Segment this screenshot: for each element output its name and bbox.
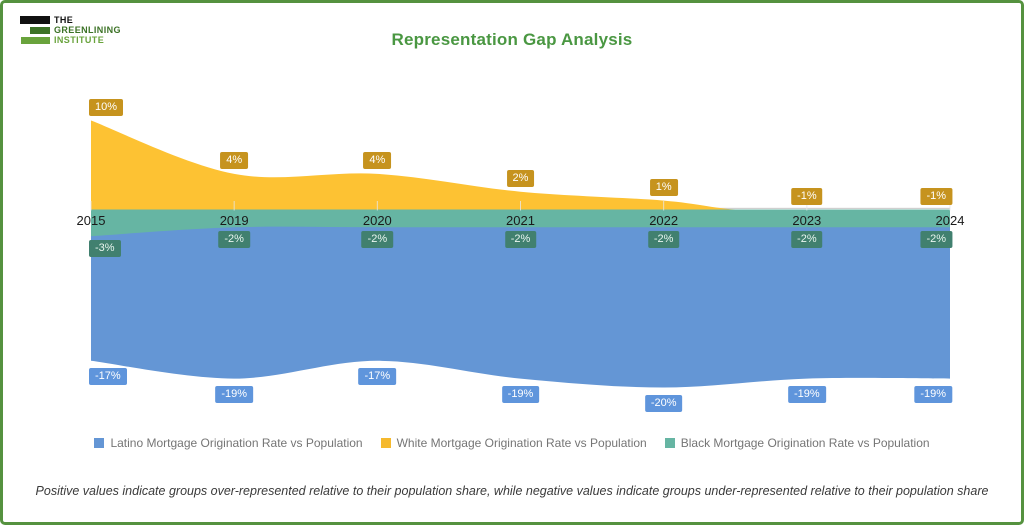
white-series-area <box>91 120 950 211</box>
logo-bar-darkgreen <box>30 26 50 34</box>
legend-swatch-icon <box>94 438 105 448</box>
black-value-label: -2% <box>920 231 952 249</box>
x-tick-label: 2024 <box>935 213 965 228</box>
white-value-label: 10% <box>89 98 124 116</box>
x-tick-label: 2022 <box>649 213 679 228</box>
logo-bar-black <box>20 16 50 24</box>
black-value-label: -2% <box>504 231 537 249</box>
black-value-label: -3% <box>89 240 121 258</box>
latino-value-label: -20% <box>644 394 683 412</box>
legend-label: Latino Mortgage Origination Rate vs Popu… <box>110 436 363 450</box>
white-value-label: 4% <box>220 151 249 169</box>
legend-label: Black Mortgage Origination Rate vs Popul… <box>680 436 930 450</box>
legend-swatch-icon <box>664 438 675 448</box>
logo-row: GREENLINING <box>20 25 121 35</box>
white-value-label: 4% <box>363 151 392 169</box>
axis-tick <box>233 201 235 211</box>
logo-bar-lightgreen <box>21 36 50 44</box>
latino-value-label: -19% <box>215 385 253 403</box>
legend-label: White Mortgage Origination Rate vs Popul… <box>396 436 647 450</box>
x-tick-label: 2021 <box>506 213 535 228</box>
legend-item: Black Mortgage Origination Rate vs Popul… <box>664 436 930 450</box>
latino-series-area <box>91 209 950 388</box>
latino-value-label: -19% <box>914 385 952 403</box>
white-value-label: -1% <box>791 187 823 205</box>
white-value-label: 1% <box>649 178 678 196</box>
latino-value-label: -19% <box>787 385 826 403</box>
greenlining-logo: THE GREENLINING INSTITUTE <box>20 16 121 46</box>
axis-tick <box>376 201 378 211</box>
latino-value-label: -17% <box>89 367 127 385</box>
logo-row: THE <box>20 15 121 25</box>
chart-canvas <box>90 120 951 388</box>
chart-area: 2015 2019 2020 2021 2022 2023 2024 10% 4% 4% 2% 1% -… <box>3 3 1021 433</box>
legend-item: White Mortgage Origination Rate vs Popul… <box>380 436 647 450</box>
chart-title: Representation Gap Analysis <box>391 30 633 49</box>
logo-text-greenlining: GREENLINING <box>54 25 121 35</box>
x-tick-label: 2019 <box>219 213 249 228</box>
white-value-label: 2% <box>506 169 535 187</box>
axis-tick <box>806 201 808 211</box>
x-tick-label: 2015 <box>76 213 106 228</box>
logo-row: INSTITUTE <box>20 35 121 45</box>
axis-tick <box>663 201 665 211</box>
white-value-label: -1% <box>920 187 952 205</box>
black-value-label: -2% <box>218 231 250 249</box>
latino-value-label: -17% <box>358 367 397 385</box>
x-tick-label: 2023 <box>792 213 822 228</box>
axis-tick <box>90 201 92 211</box>
black-value-label: -2% <box>361 231 394 249</box>
legend-swatch-icon <box>380 438 391 448</box>
x-tick-label: 2020 <box>362 213 392 228</box>
axis-tick <box>949 201 951 211</box>
logo-text-the: THE <box>54 15 74 25</box>
chart-legend: Latino Mortgage Origination Rate vs Popu… <box>3 436 1021 450</box>
axis-tick <box>520 201 521 211</box>
black-value-label: -2% <box>791 231 823 249</box>
black-value-label: -2% <box>647 231 680 249</box>
legend-item: Latino Mortgage Origination Rate vs Popu… <box>94 436 363 450</box>
logo-text-institute: INSTITUTE <box>54 35 105 45</box>
black-series-area <box>91 209 950 237</box>
footnote: Positive values indicate groups over-rep… <box>35 484 989 498</box>
latino-value-label: -19% <box>501 385 540 403</box>
